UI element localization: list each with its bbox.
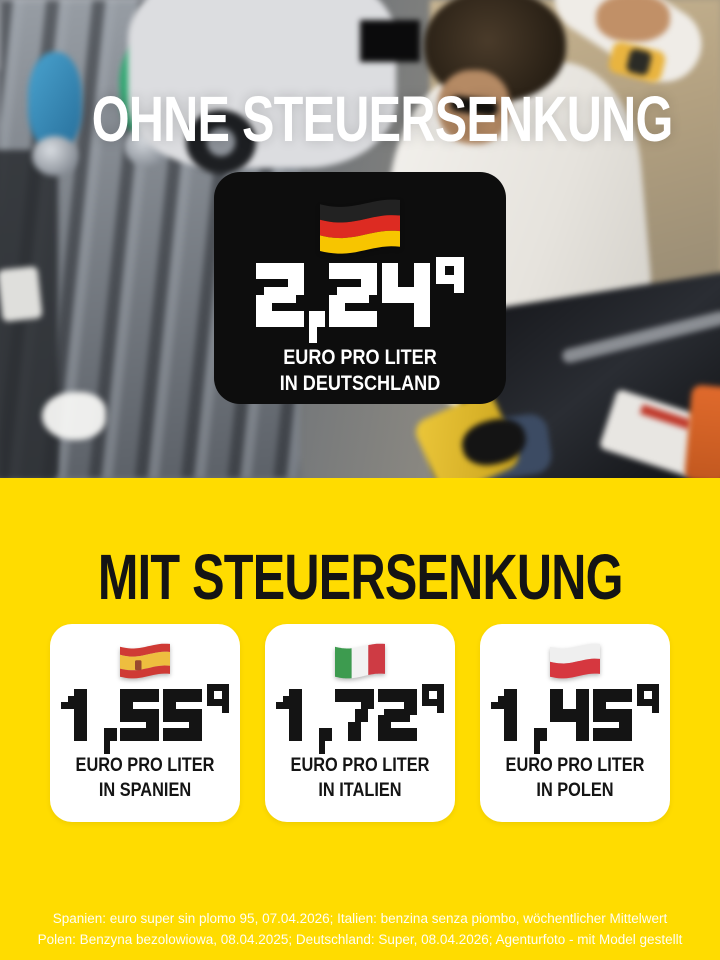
spain-flag-icon [120, 641, 170, 679]
spain-price-label-line2: IN SPANIEN [98, 779, 192, 801]
poland-price-card: EURO PRO LITER IN POLEN [480, 624, 670, 822]
spain-price-label-line1: EURO PRO LITER [75, 755, 215, 776]
photo-white-car [128, 0, 396, 168]
headline-without-tax-cut: OHNE STEUERSENKUNG [0, 82, 720, 156]
headline-with-tax-cut-text: MIT STEUERSENKUNG [97, 541, 624, 613]
italy-price-label-line1: EURO PRO LITER [290, 755, 430, 776]
italy-price-label-line2: IN ITALIEN [318, 779, 402, 801]
photo-nozzle-cap [32, 136, 78, 176]
spain-price-label: EURO PRO LITER IN SPANIEN [50, 754, 240, 803]
headline-with-tax-cut: MIT STEUERSENKUNG [0, 540, 720, 614]
photo-car-wheel [186, 110, 256, 174]
germany-price-label-line2: IN DEUTSCHLAND [279, 372, 441, 396]
country-price-cards: EURO PRO LITER IN SPANIEN EURO PRO LITER… [0, 624, 720, 822]
photo-white-cloth [42, 392, 106, 440]
germany-price-value [214, 256, 506, 343]
poland-price-label: EURO PRO LITER IN POLEN [480, 754, 670, 803]
tax-cut-section: MIT STEUERSENKUNG EURO PRO LITER IN SPAN… [0, 478, 720, 960]
germany-price-label: EURO PRO LITER IN DEUTSCHLAND [214, 345, 506, 398]
photo-dark-window [360, 20, 420, 62]
footnote-line1: Spanien: euro super sin plomo 95, 07.04.… [52, 910, 668, 926]
poland-price-label-line1: EURO PRO LITER [505, 755, 645, 776]
footnote-line2: Polen: Benzyna bezolowiowa, 08.04.2025; … [37, 932, 683, 948]
poland-flag-icon [550, 641, 600, 679]
italy-price-value [265, 683, 455, 754]
italy-price-label: EURO PRO LITER IN ITALIEN [265, 754, 455, 803]
photo-section: OHNE STEUERSENKUNG EURO PRO LITER IN DEU… [0, 0, 720, 478]
headline-without-tax-cut-text: OHNE STEUERSENKUNG [91, 83, 674, 155]
spain-price-card: EURO PRO LITER IN SPANIEN [50, 624, 240, 822]
poland-price-value [480, 683, 670, 754]
germany-price-label-line1: EURO PRO LITER [283, 346, 437, 369]
germany-flag-icon [320, 196, 400, 254]
photo-nozzle-blue [28, 52, 82, 148]
italy-flag-icon [335, 641, 385, 679]
photo-man-hand [596, 0, 670, 42]
italy-price-card: EURO PRO LITER IN ITALIEN [265, 624, 455, 822]
footnote: Spanien: euro super sin plomo 95, 07.04.… [0, 908, 720, 951]
poland-price-label-line2: IN POLEN [536, 779, 614, 801]
spain-price-value [50, 683, 240, 754]
photo-pump-label [0, 266, 43, 322]
germany-price-card: EURO PRO LITER IN DEUTSCHLAND [214, 172, 506, 404]
